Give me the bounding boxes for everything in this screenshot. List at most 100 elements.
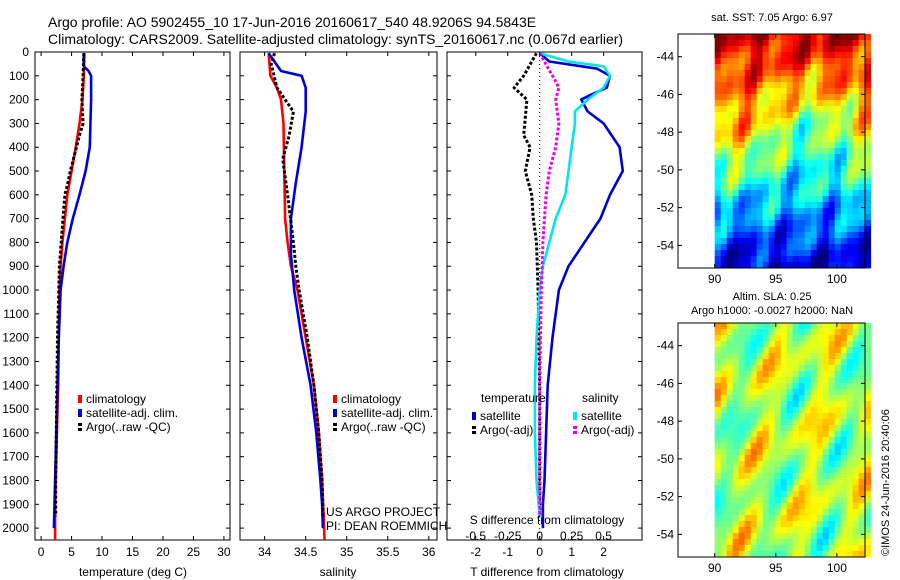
heatmap-cell: [840, 118, 848, 125]
heatmap-cell: [822, 551, 830, 558]
heatmap-cell: [738, 226, 746, 233]
heatmap-cell: [822, 503, 830, 510]
heatmap-cell: [774, 323, 782, 330]
heatmap-cell: [828, 52, 836, 59]
heatmap-cell: [810, 172, 818, 179]
heatmap-cell: [834, 208, 842, 215]
heatmap-cell: [762, 148, 770, 155]
map-y-tick-label: -44: [657, 50, 675, 64]
heatmap-cell: [840, 395, 848, 402]
heatmap-cell: [750, 172, 758, 179]
heatmap-cell: [864, 491, 872, 498]
heatmap-cell: [786, 419, 794, 426]
heatmap-cell: [846, 419, 854, 426]
heatmap-cell: [846, 455, 854, 462]
heatmap-cell: [864, 545, 872, 552]
heatmap-cell: [828, 539, 836, 546]
heatmap-cell: [762, 461, 770, 468]
heatmap-cell: [756, 461, 764, 468]
heatmap-cell: [726, 166, 734, 173]
depth-tick-label: 100: [9, 69, 29, 83]
heatmap-cell: [798, 250, 806, 257]
heatmap-cell: [822, 130, 830, 137]
x-tick-label: 5: [68, 545, 75, 559]
series-line: [512, 52, 542, 517]
heatmap-cell: [714, 70, 722, 77]
heatmap-cell: [780, 160, 788, 167]
heatmap-cell: [852, 539, 860, 546]
heatmap-cell: [792, 244, 800, 251]
heatmap-cell: [792, 329, 800, 336]
heatmap-cell: [756, 347, 764, 354]
heatmap-cell: [792, 124, 800, 131]
heatmap-cell: [750, 232, 758, 239]
heatmap-cell: [762, 112, 770, 119]
heatmap-cell: [738, 214, 746, 221]
heatmap-cell: [822, 46, 830, 53]
heatmap-cell: [750, 509, 758, 516]
heatmap-cell: [750, 473, 758, 480]
heatmap-cell: [840, 347, 848, 354]
heatmap-cell: [780, 88, 788, 95]
heatmap-cell: [828, 76, 836, 83]
heatmap-cell: [786, 214, 794, 221]
heatmap-cell: [804, 178, 812, 185]
heatmap-cell: [714, 419, 722, 426]
heatmap-cell: [780, 521, 788, 528]
heatmap-cell: [780, 425, 788, 432]
map-y-tick-label: -50: [657, 452, 675, 466]
heatmap-cell: [780, 389, 788, 396]
heatmap-cell: [804, 238, 812, 245]
heatmap-cell: [768, 52, 776, 59]
heatmap-cell: [828, 88, 836, 95]
heatmap-cell: [822, 172, 830, 179]
heatmap-cell: [822, 40, 830, 47]
heatmap-cell: [840, 58, 848, 65]
heatmap-cell: [828, 353, 836, 360]
heatmap-cell: [732, 196, 740, 203]
heatmap-cell: [816, 112, 824, 119]
heatmap-cell: [846, 226, 854, 233]
heatmap-cell: [726, 485, 734, 492]
heatmap-cell: [834, 106, 842, 113]
heatmap-cell: [846, 136, 854, 143]
heatmap-cell: [780, 208, 788, 215]
heatmap-cell: [768, 256, 776, 263]
heatmap-cell: [774, 190, 782, 197]
difference-x-axis: -2 -1 0 1 2: [470, 52, 607, 559]
heatmap-cell: [864, 437, 872, 444]
sst-heatmap: [714, 34, 872, 269]
heatmap-cell: [726, 395, 734, 402]
heatmap-cell: [834, 377, 842, 384]
heatmap-cell: [834, 154, 842, 161]
heatmap-cell: [810, 467, 818, 474]
heatmap-cell: [792, 100, 800, 107]
heatmap-cell: [846, 148, 854, 155]
heatmap-cell: [834, 407, 842, 414]
heatmap-cell: [738, 365, 746, 372]
heatmap-cell: [744, 491, 752, 498]
heatmap-cell: [786, 244, 794, 251]
heatmap-cell: [762, 238, 770, 245]
heatmap-cell: [768, 262, 776, 269]
heatmap-cell: [732, 371, 740, 378]
heatmap-cell: [750, 160, 758, 167]
heatmap-cell: [750, 497, 758, 504]
heatmap-cell: [858, 148, 866, 155]
heatmap-cell: [816, 455, 824, 462]
heatmap-cell: [828, 136, 836, 143]
heatmap-cell: [774, 509, 782, 516]
heatmap-cell: [864, 124, 872, 131]
heatmap-cell: [846, 256, 854, 263]
heatmap-cell: [738, 166, 746, 173]
heatmap-cell: [768, 539, 776, 546]
heatmap-cell: [822, 178, 830, 185]
heatmap-cell: [750, 214, 758, 221]
heatmap-cell: [768, 250, 776, 257]
heatmap-cell: [780, 419, 788, 426]
heatmap-cell: [804, 473, 812, 480]
heatmap-cell: [798, 395, 806, 402]
heatmap-cell: [798, 148, 806, 155]
heatmap-cell: [786, 130, 794, 137]
heatmap-cell: [834, 485, 842, 492]
